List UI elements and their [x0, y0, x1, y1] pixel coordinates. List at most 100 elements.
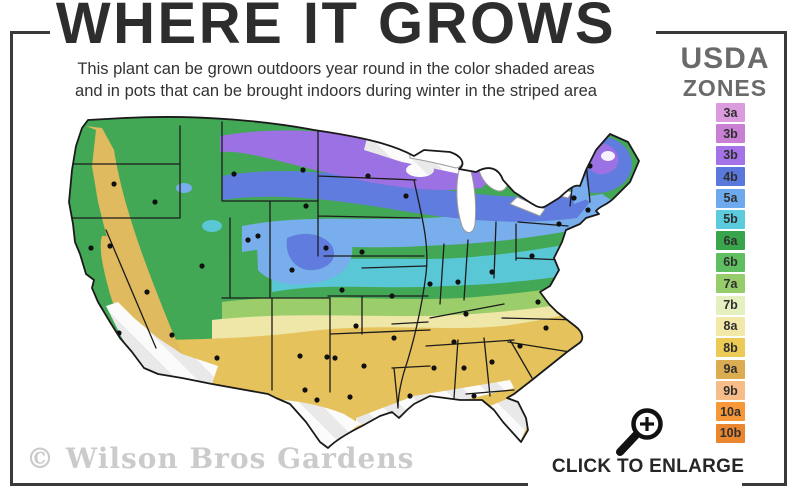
- subtitle: This plant can be grown outdoors year ro…: [16, 58, 656, 103]
- legend-zone-chip: 6a: [716, 231, 745, 251]
- usda-zones-heading-line2: ZONES: [682, 75, 768, 101]
- header: WHERE IT GROWS This plant can be grown o…: [16, 0, 656, 103]
- city-dot: [347, 394, 353, 400]
- city-dot: [543, 325, 549, 331]
- legend-zone-chip: 9b: [716, 381, 745, 401]
- legend-zone-chip: 6b: [716, 252, 745, 272]
- city-dot: [353, 323, 359, 329]
- legend-zone-label: 4b: [723, 169, 738, 184]
- legend-zone-chip: 9a: [716, 359, 745, 379]
- city-dot: [303, 203, 309, 209]
- city-dot: [88, 245, 94, 251]
- city-dot: [107, 243, 113, 249]
- city-dot: [487, 421, 493, 427]
- usda-zones-map[interactable]: [62, 106, 662, 458]
- legend-zone-label: 10b: [719, 426, 742, 441]
- legend-zone-label: 3b: [723, 148, 738, 163]
- city-dot: [359, 249, 365, 255]
- legend-zone-label: 6a: [723, 233, 738, 248]
- usda-map-svg: [68, 116, 640, 449]
- legend-zone-label: 3a: [723, 105, 738, 120]
- city-dot: [332, 355, 338, 361]
- city-dot: [471, 393, 477, 399]
- legend-zone-label: 5b: [723, 212, 738, 227]
- frame-gap-bottom: [528, 478, 742, 490]
- city-dot: [463, 311, 469, 317]
- city-dot: [427, 281, 433, 287]
- city-dot: [323, 245, 329, 251]
- legend-zone-chip: 3b: [716, 145, 745, 165]
- city-dot: [152, 199, 158, 205]
- city-dots: [88, 163, 593, 427]
- city-dot: [389, 293, 395, 299]
- city-dot: [111, 181, 117, 187]
- legend-zone-chip: 5b: [716, 209, 745, 229]
- city-dot: [289, 267, 295, 273]
- legend-zone-label: 7b: [723, 298, 738, 313]
- city-dot: [585, 207, 591, 213]
- page-title: WHERE IT GROWS: [55, 0, 617, 56]
- watermark: © Wilson Bros Gardens: [26, 442, 415, 475]
- legend-zone-chip: 8a: [716, 316, 745, 336]
- legend-zone-label: 10a: [720, 404, 741, 419]
- usda-zones-heading: USDA ZONES: [660, 44, 790, 100]
- legend-zone-chip: 10a: [716, 402, 745, 422]
- city-dot: [431, 365, 437, 371]
- subtitle-line-2: and in pots that can be brought indoors …: [75, 82, 597, 101]
- city-dot: [245, 237, 251, 243]
- legend-zone-chip: 5a: [716, 188, 745, 208]
- city-dot: [451, 339, 457, 345]
- city-dot: [300, 167, 306, 173]
- city-dot: [535, 299, 541, 305]
- city-dot: [529, 253, 535, 259]
- click-to-enlarge-label[interactable]: CLICK TO ENLARGE: [551, 456, 745, 477]
- frame-gap-top: [50, 26, 656, 38]
- city-dot: [214, 355, 220, 361]
- city-dot: [489, 269, 495, 275]
- legend-zone-chip: 7b: [716, 295, 745, 315]
- city-dot: [455, 279, 461, 285]
- city-dot: [231, 171, 237, 177]
- city-dot: [302, 387, 308, 393]
- city-dot: [339, 287, 345, 293]
- city-dot: [255, 233, 261, 239]
- legend-zone-chip: 3b: [716, 124, 745, 144]
- city-dot: [391, 335, 397, 341]
- legend-zone-label: 9a: [723, 362, 738, 377]
- city-dot: [403, 193, 409, 199]
- legend-zone-label: 8b: [723, 340, 738, 355]
- city-dot: [297, 353, 303, 359]
- state-borders: [69, 121, 591, 409]
- legend-zone-label: 6b: [723, 255, 738, 270]
- city-dot: [407, 393, 413, 399]
- map-color-regions: [69, 116, 639, 448]
- us-outline: [68, 116, 640, 449]
- legend-zone-label: 8a: [723, 319, 738, 334]
- subtitle-line-1: This plant can be grown outdoors year ro…: [77, 60, 595, 78]
- city-dot: [571, 195, 577, 201]
- city-dot: [199, 263, 205, 269]
- legend-zone-chip: 7a: [716, 274, 745, 294]
- city-dot: [517, 343, 523, 349]
- legend-zone-list: 3a 3b 3b 4b 5a 5b 6a 6b 7a 7b 8a 8b 9a 9b 10a 10b: [716, 103, 745, 443]
- magnifier-zoom-icon[interactable]: [611, 404, 667, 460]
- legend-zone-chip: 3a: [716, 103, 745, 122]
- city-dot: [169, 332, 175, 338]
- legend-zone-chip: 4b: [716, 167, 745, 187]
- legend-zone-label: 7a: [723, 276, 738, 291]
- legend-zone-chip: 8b: [716, 338, 745, 358]
- city-dot: [556, 221, 562, 227]
- city-dot: [461, 365, 467, 371]
- city-dot: [144, 289, 150, 295]
- city-dot: [489, 359, 495, 365]
- city-dot: [365, 173, 371, 179]
- city-dot: [361, 363, 367, 369]
- city-dot: [314, 397, 320, 403]
- city-dot: [324, 354, 330, 360]
- legend-zone-label: 9b: [723, 383, 738, 398]
- legend-zone-label: 3b: [723, 126, 738, 141]
- usda-zones-heading-line1: USDA: [680, 42, 770, 75]
- legend-zone-chip: 10b: [716, 423, 745, 443]
- legend-zone-label: 5a: [723, 191, 738, 206]
